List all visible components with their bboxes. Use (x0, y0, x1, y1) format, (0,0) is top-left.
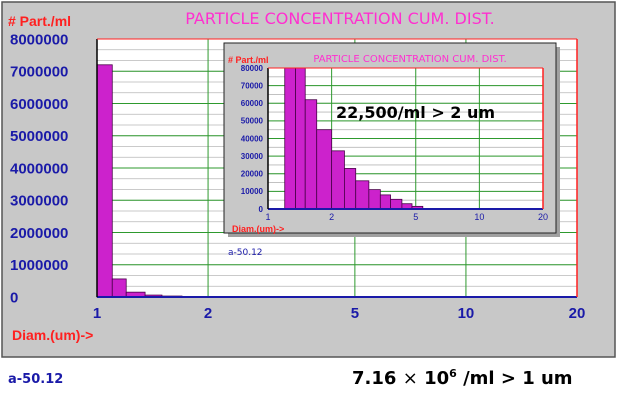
inset-y-tick-label: 60000 (241, 99, 264, 108)
inset-x-tick-label: 1 (265, 212, 270, 222)
inset-bar (355, 180, 370, 210)
times-sign: × (402, 368, 418, 389)
inset-chart-title: PARTICLE CONCENTRATION CUM. DIST. (313, 54, 506, 65)
main-x-tick-label: 20 (569, 305, 586, 322)
main-bar (96, 64, 113, 298)
main-y-tick-label: 0 (10, 289, 18, 306)
concentration-exponent: 6 (449, 367, 457, 380)
inset-bar (316, 129, 333, 210)
inset-y-tick-label: 20000 (241, 170, 264, 179)
inset-bar (295, 67, 306, 210)
inset-bar (304, 99, 318, 210)
main-x-tick-label: 2 (204, 305, 212, 322)
main-chart-title: PARTICLE CONCENTRATION CUM. DIST. (185, 9, 494, 28)
inset-x-tick-label: 5 (413, 212, 418, 222)
main-x-tick-label: 5 (351, 305, 359, 322)
inset-annotation: 22,500/ml > 2 um (336, 103, 495, 122)
inset-y-tick-label: 30000 (241, 152, 264, 161)
inset-y-tick-label: 50000 (241, 117, 264, 126)
inset-x-axis-label: Diam.(um)-> (232, 224, 284, 234)
inset-y-tick-label: 80000 (241, 64, 264, 73)
inset-y-tick-label: 10000 (241, 187, 264, 196)
inset-bar (368, 189, 381, 210)
main-x-axis-label: Diam.(um)-> (12, 327, 93, 343)
inset-bar (284, 67, 296, 210)
main-bar (111, 278, 127, 298)
main-sample-id: a-50.12 (228, 248, 263, 258)
main-y-tick-label: 8000000 (10, 31, 68, 48)
inset-y-tick-label: 40000 (241, 134, 264, 143)
inset-y-tick-label: 0 (259, 205, 264, 214)
main-y-tick-label: 4000000 (10, 160, 68, 177)
inset-bar (331, 150, 345, 210)
main-y-tick-label: 6000000 (10, 96, 68, 113)
main-y-tick-label: 7000000 (10, 64, 68, 81)
concentration-mantissa: 7.16 (352, 368, 397, 389)
main-x-tick-label: 10 (458, 305, 475, 322)
main-y-tick-label: 2000000 (10, 225, 68, 242)
inset-x-tick-label: 20 (538, 212, 548, 222)
main-y-tick-label: 5000000 (10, 128, 68, 145)
main-y-tick-label: 3000000 (10, 193, 68, 210)
concentration-rest: /ml > 1 um (463, 368, 573, 389)
inset-x-tick-label: 10 (474, 212, 484, 222)
main-y-axis-label: # Part./ml (8, 13, 71, 29)
main-x-tick-label: 1 (93, 305, 101, 322)
inset-bar (390, 198, 403, 210)
inset-y-tick-label: 70000 (241, 81, 264, 90)
inset-bar (344, 168, 357, 210)
inset-x-tick-label: 2 (329, 212, 334, 222)
footer-concentration: 7.16 × 106 /ml > 1 um (352, 367, 573, 389)
main-y-tick-label: 1000000 (10, 257, 68, 274)
concentration-base: 10 (424, 368, 450, 389)
inset-bar (379, 194, 391, 210)
inset-y-axis-label: # Part./ml (228, 55, 269, 65)
footer-sample-id: a-50.12 (8, 372, 64, 387)
